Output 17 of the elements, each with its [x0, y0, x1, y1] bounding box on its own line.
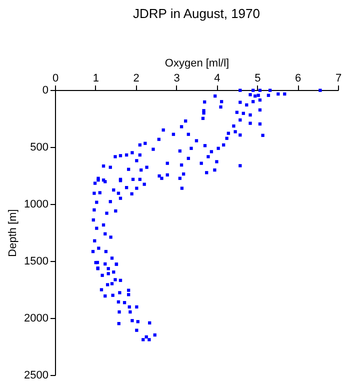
x-tick-label: 4 [214, 72, 220, 84]
y-tick-label: 0 [42, 84, 48, 96]
x-tick-label: 0 [52, 72, 59, 84]
x-tick-label: 3 [174, 72, 180, 84]
x-tick-label: 6 [295, 72, 302, 84]
y-axis-title: Depth [m] [7, 209, 20, 257]
x-axis-title: Oxygen [ml/l] [164, 58, 230, 70]
chart-title: JDRP in August, 1970 [133, 6, 260, 21]
y-tick-label: 1000 [24, 198, 48, 210]
y-tick-label: 500 [30, 142, 48, 154]
y-tick-label: 2500 [24, 370, 48, 382]
y-tick-label: 2000 [24, 312, 48, 324]
x-tick-label: 7 [335, 72, 342, 84]
x-tick-label: 2 [133, 72, 140, 84]
y-tick-label: 1500 [24, 256, 48, 268]
x-tick-label: 1 [92, 72, 99, 84]
x-tick-label: 5 [254, 72, 261, 84]
